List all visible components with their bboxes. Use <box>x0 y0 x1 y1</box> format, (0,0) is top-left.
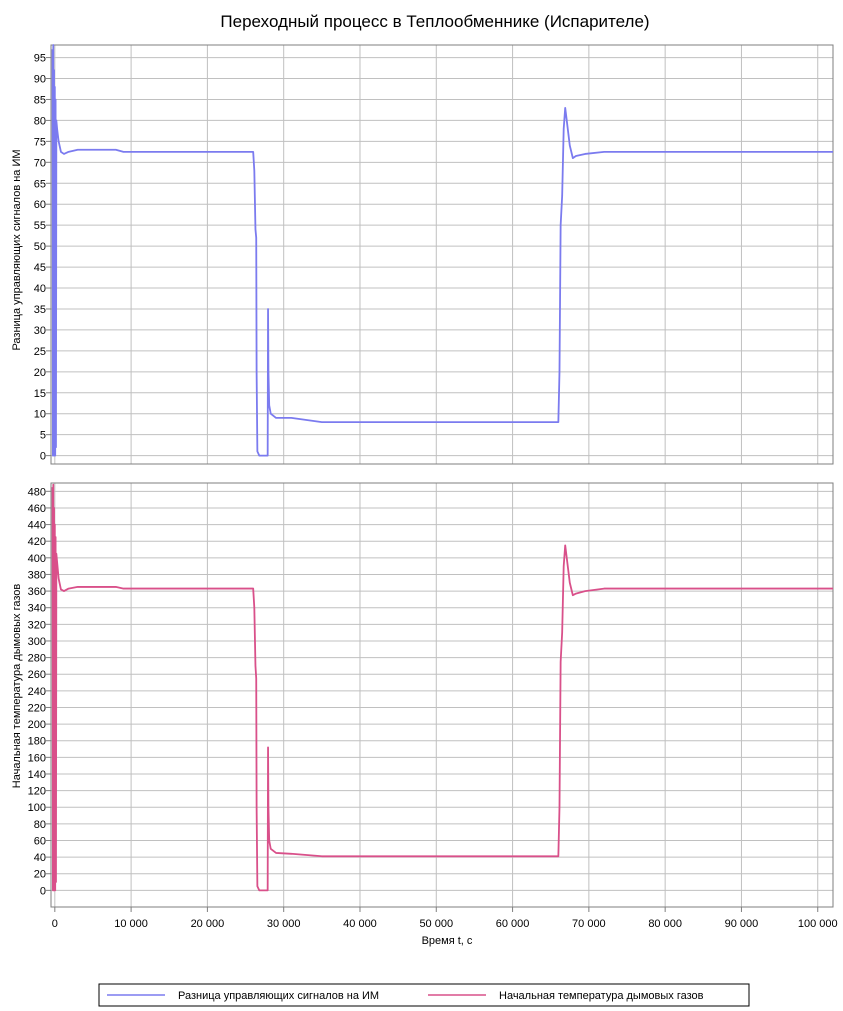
x-tick-label: 60 000 <box>496 918 530 930</box>
legend: Разница управляющих сигналов на ИМ Начал… <box>98 983 750 1007</box>
series-line-1-0 <box>51 483 833 892</box>
y-tick-label: 0 <box>40 451 46 463</box>
y-tick-label: 0 <box>40 885 46 897</box>
y-tick-label: 200 <box>28 719 46 731</box>
y-tick-label: 95 <box>34 53 46 65</box>
y-tick-label: 25 <box>34 346 46 358</box>
y-tick-label: 40 <box>34 852 46 864</box>
x-tick-label: 10 000 <box>114 918 148 930</box>
y-tick-label: 320 <box>28 619 46 631</box>
upper-y-axis-label: Разница управляющих сигналов на ИМ <box>11 149 23 350</box>
y-tick-label: 340 <box>28 603 46 615</box>
y-tick-label: 260 <box>28 669 46 681</box>
y-tick-label: 100 <box>28 802 46 814</box>
y-tick-label: 220 <box>28 702 46 714</box>
y-tick-label: 180 <box>28 736 46 748</box>
y-tick-label: 280 <box>28 653 46 665</box>
y-tick-label: 5 <box>40 430 46 442</box>
lower-panel: 0 20 40 60 80 100 120 140 160 180 200 220 240 260 280 3… <box>11 482 834 908</box>
y-tick-label: 480 <box>28 486 46 498</box>
y-tick-label: 70 <box>34 157 46 169</box>
chart-title: Переходный процесс в Теплообменнике (Исп… <box>220 12 649 31</box>
y-tick-label: 45 <box>34 262 46 274</box>
y-tick-label: 20 <box>34 367 46 379</box>
y-tick-label: 420 <box>28 536 46 548</box>
x-tick-label: 0 <box>52 918 58 930</box>
upper-plot-frame <box>50 44 834 465</box>
y-tick-label: 300 <box>28 636 46 648</box>
x-tick-label: 20 000 <box>191 918 225 930</box>
x-tick-label: 30 000 <box>267 918 301 930</box>
x-tick-label: 100 000 <box>798 918 838 930</box>
y-tick-label: 120 <box>28 786 46 798</box>
series-line-0-0 <box>51 44 833 457</box>
x-ticks: 0 10 000 20 000 30 000 40 000 50 000 60 000 70 … <box>52 907 838 930</box>
upper-panel: 0 5 10 15 20 25 30 35 40 45 50 55 60 65 70 75 80 85 90 95 Р… <box>11 44 834 465</box>
upper-y-ticks: 0 5 10 15 20 25 30 35 40 45 50 55 60 65 70 75 80 85 90 95 <box>34 53 51 463</box>
y-tick-label: 30 <box>34 325 46 337</box>
x-tick-label: 70 000 <box>572 918 606 930</box>
y-tick-label: 10 <box>34 409 46 421</box>
y-tick-label: 160 <box>28 752 46 764</box>
y-tick-label: 460 <box>28 503 46 515</box>
y-tick-label: 440 <box>28 520 46 532</box>
x-tick-label: 80 000 <box>648 918 682 930</box>
y-tick-label: 40 <box>34 283 46 295</box>
y-tick-label: 380 <box>28 569 46 581</box>
legend-label-control-signal: Разница управляющих сигналов на ИМ <box>178 990 379 1002</box>
y-tick-label: 140 <box>28 769 46 781</box>
lower-y-ticks: 0 20 40 60 80 100 120 140 160 180 200 220 240 260 280 3… <box>28 486 51 897</box>
y-tick-label: 360 <box>28 586 46 598</box>
y-tick-label: 15 <box>34 388 46 400</box>
y-tick-label: 75 <box>34 136 46 148</box>
y-tick-label: 35 <box>34 304 46 316</box>
x-axis-label: Время t, с <box>422 935 473 947</box>
y-tick-label: 65 <box>34 178 46 190</box>
y-tick-label: 80 <box>34 819 46 831</box>
y-tick-label: 85 <box>34 94 46 106</box>
legend-box <box>98 983 750 1007</box>
legend-label-flue-gas-temp: Начальная температура дымовых газов <box>499 990 704 1002</box>
lower-y-axis-label: Начальная температура дымовых газов <box>11 584 23 789</box>
upper-series <box>51 44 833 457</box>
x-tick-label: 50 000 <box>419 918 453 930</box>
x-tick-label: 40 000 <box>343 918 377 930</box>
y-tick-label: 50 <box>34 241 46 253</box>
y-tick-label: 80 <box>34 115 46 127</box>
grid <box>51 45 833 907</box>
x-tick-label: 90 000 <box>725 918 759 930</box>
y-tick-label: 20 <box>34 869 46 881</box>
lower-plot-frame <box>50 482 834 908</box>
lower-series <box>51 483 833 892</box>
y-tick-label: 55 <box>34 220 46 232</box>
y-tick-label: 60 <box>34 835 46 847</box>
y-tick-label: 400 <box>28 553 46 565</box>
y-tick-label: 90 <box>34 74 46 86</box>
y-tick-label: 60 <box>34 199 46 211</box>
y-tick-label: 240 <box>28 686 46 698</box>
